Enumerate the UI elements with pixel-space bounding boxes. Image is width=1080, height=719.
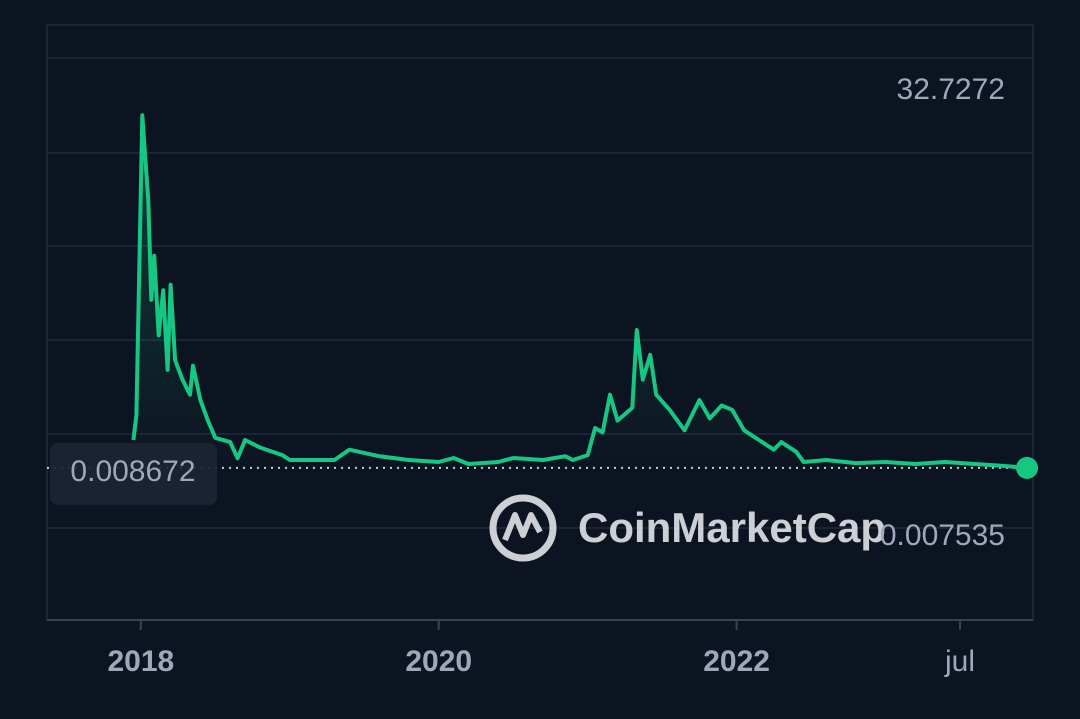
- high-label: 32.7272: [897, 73, 1005, 106]
- price-line: [131, 113, 1028, 470]
- x-tick-label: 2022: [703, 645, 770, 678]
- x-tick-label: 2020: [405, 645, 472, 678]
- low-label: 0.007535: [880, 519, 1005, 552]
- current-label: 0.008672: [70, 455, 195, 488]
- x-tick-label: 2018: [107, 645, 174, 678]
- frame: [46, 24, 1034, 620]
- watermark-text: CoinMarketCap: [578, 504, 886, 551]
- watermark: CoinMarketCap: [489, 494, 886, 562]
- current-box: [50, 442, 217, 505]
- x-tick-label: jul: [944, 645, 975, 678]
- last-point: [1016, 456, 1039, 479]
